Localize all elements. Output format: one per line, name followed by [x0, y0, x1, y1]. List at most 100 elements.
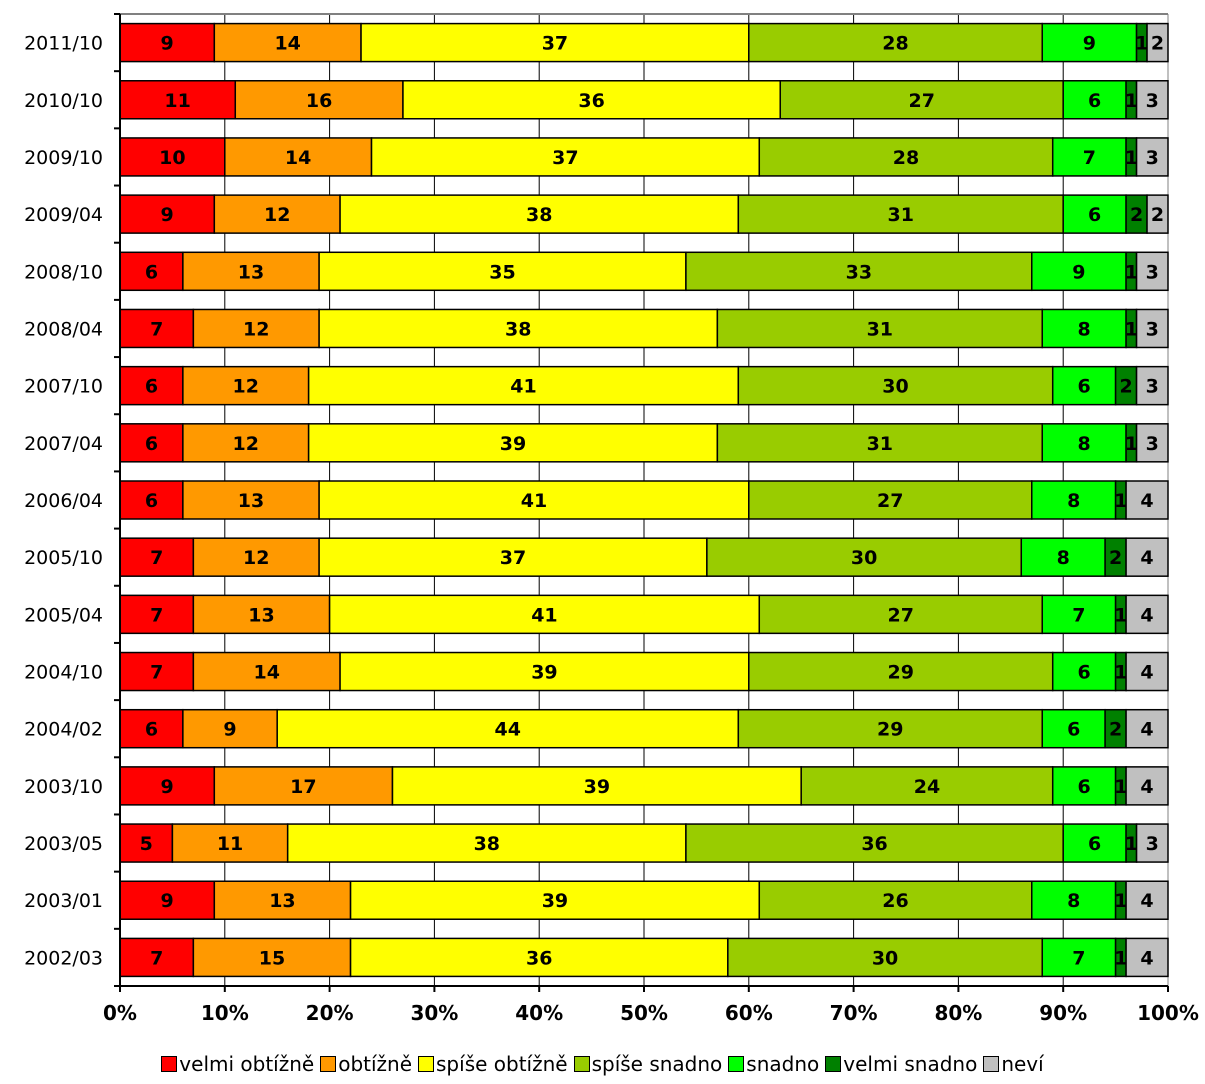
- data-label: 39: [500, 433, 526, 455]
- data-label: 28: [882, 33, 908, 55]
- data-label: 39: [584, 776, 610, 798]
- bar-segment: [318, 537, 708, 577]
- legend-swatch: [825, 1056, 842, 1072]
- legend-item: velmi snadno: [825, 1052, 977, 1076]
- bar-segment: [1146, 194, 1169, 234]
- data-label: 4: [1140, 604, 1153, 626]
- data-label: 30: [872, 947, 898, 969]
- data-label: 28: [893, 147, 919, 169]
- bar-segment: [1135, 308, 1169, 349]
- data-label: 27: [908, 90, 934, 112]
- data-label: 4: [1140, 947, 1153, 969]
- bar-segment: [119, 423, 184, 463]
- bar-segment: [1135, 137, 1169, 177]
- bar-segment: [1125, 480, 1169, 520]
- data-label: 7: [150, 662, 163, 684]
- data-label: 41: [531, 604, 557, 626]
- data-label: 9: [161, 33, 174, 55]
- data-label: 26: [882, 890, 908, 912]
- data-label: 11: [164, 90, 190, 112]
- data-label: 3: [1146, 318, 1159, 340]
- data-label: 8: [1078, 318, 1091, 340]
- legend-label: snadno: [746, 1052, 820, 1076]
- data-label: 14: [274, 33, 300, 55]
- data-label: 7: [150, 547, 163, 569]
- data-label: 1: [1125, 261, 1138, 283]
- data-label: 3: [1146, 261, 1159, 283]
- legend-swatch: [161, 1056, 178, 1072]
- bar-segment: [737, 708, 1043, 749]
- data-label: 27: [877, 490, 903, 512]
- bar-segment: [1041, 937, 1117, 978]
- legend-swatch: [418, 1056, 435, 1072]
- bar-segment: [119, 708, 184, 749]
- data-label: 30: [851, 547, 877, 569]
- bar-segment: [119, 80, 237, 120]
- bar-segment: [758, 880, 1033, 920]
- data-label: 31: [867, 318, 893, 340]
- data-label: 15: [259, 947, 285, 969]
- data-label: 1: [1125, 90, 1138, 112]
- y-tick-label: 2007/10: [24, 376, 103, 398]
- data-label: 12: [233, 376, 259, 398]
- legend-item: velmi obtížně: [161, 1052, 314, 1076]
- bar-segment: [318, 308, 719, 349]
- bar-segment: [1125, 937, 1169, 978]
- bar-segment: [391, 766, 802, 806]
- data-label: 7: [150, 947, 163, 969]
- data-label: 3: [1146, 833, 1159, 855]
- data-label: 36: [578, 90, 604, 112]
- bar-segment: [119, 365, 184, 406]
- data-label: 6: [1078, 376, 1091, 398]
- data-label: 9: [1072, 261, 1085, 283]
- bar-segment: [213, 766, 394, 806]
- data-label: 9: [161, 776, 174, 798]
- bar-segment: [716, 308, 1043, 349]
- legend-label: neví: [1001, 1052, 1044, 1076]
- bar-segment: [1051, 651, 1117, 692]
- data-label: 37: [542, 33, 568, 55]
- data-label: 31: [867, 433, 893, 455]
- y-tick-label: 2009/04: [24, 204, 103, 226]
- data-label: 6: [145, 433, 158, 455]
- data-label: 7: [1072, 947, 1085, 969]
- y-tick-label: 2010/10: [24, 90, 103, 112]
- bar-segment: [1041, 423, 1127, 463]
- data-label: 6: [1067, 719, 1080, 741]
- data-label: 29: [888, 662, 914, 684]
- bar-segment: [1041, 708, 1106, 749]
- data-label: 13: [269, 890, 295, 912]
- y-tick-label: 2008/04: [24, 318, 103, 340]
- data-label: 9: [1083, 33, 1096, 55]
- legend-label: spíše snadno: [591, 1052, 723, 1076]
- data-label: 24: [914, 776, 940, 798]
- bar-segment: [119, 537, 195, 577]
- bar-segment: [1062, 80, 1127, 120]
- data-label: 27: [888, 604, 914, 626]
- bar-segment: [800, 766, 1054, 806]
- data-label: 2: [1151, 33, 1164, 55]
- data-label: 10: [159, 147, 185, 169]
- data-label: 41: [521, 490, 547, 512]
- bar-segment: [1135, 251, 1169, 292]
- data-label: 5: [140, 833, 153, 855]
- data-label: 12: [233, 433, 259, 455]
- data-label: 1: [1114, 890, 1127, 912]
- bar-segment: [685, 251, 1033, 292]
- y-tick-label: 2003/10: [24, 776, 103, 798]
- data-label: 9: [161, 890, 174, 912]
- data-label: 6: [1088, 90, 1101, 112]
- bar-segment: [1031, 880, 1117, 920]
- bar-segment: [192, 594, 331, 635]
- bar-segment: [182, 423, 310, 463]
- data-label: 7: [150, 318, 163, 340]
- data-label: 3: [1146, 90, 1159, 112]
- data-label: 6: [145, 490, 158, 512]
- y-tick-label: 2002/03: [24, 947, 103, 969]
- y-tick-label: 2006/04: [24, 490, 103, 512]
- data-label: 36: [526, 947, 552, 969]
- bar-segment: [307, 423, 719, 463]
- data-label: 2: [1109, 719, 1122, 741]
- data-label: 44: [495, 719, 521, 741]
